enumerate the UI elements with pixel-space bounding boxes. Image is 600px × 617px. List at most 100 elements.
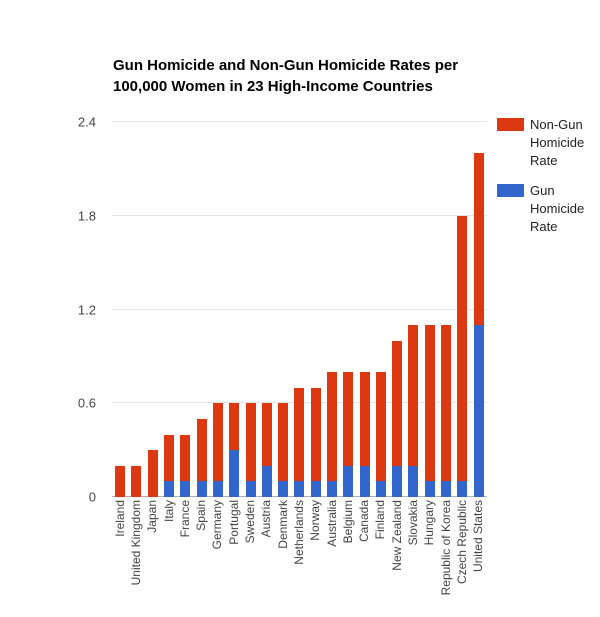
bar-column-new-zealand bbox=[389, 122, 405, 497]
x-axis-cell: Portugal bbox=[226, 500, 242, 614]
x-axis-cell: Canada bbox=[356, 500, 372, 614]
bar-segment-non-gun-homicide-rate-netherlands[interactable] bbox=[294, 387, 305, 482]
bar-segment-non-gun-homicide-rate-united-states[interactable] bbox=[473, 153, 484, 326]
bar-segment-non-gun-homicide-rate-france[interactable] bbox=[180, 434, 191, 482]
bar-segment-gun-homicide-rate-czech-republic[interactable] bbox=[457, 481, 468, 497]
bar-segment-gun-homicide-rate-finland[interactable] bbox=[375, 481, 386, 497]
bar-segment-gun-homicide-rate-norway[interactable] bbox=[310, 481, 321, 497]
bar-segment-gun-homicide-rate-republic-of-korea[interactable] bbox=[441, 481, 452, 497]
x-axis-label-spain: Spain bbox=[194, 500, 209, 531]
y-axis-tick-label: 2.4 bbox=[77, 114, 96, 130]
bar-column-spain bbox=[193, 122, 209, 497]
bar-column-united-kingdom bbox=[128, 122, 144, 497]
y-axis-tick-label: 0 bbox=[88, 489, 96, 505]
bar-segment-gun-homicide-rate-slovakia[interactable] bbox=[408, 465, 419, 497]
x-axis: Ireland United Kingdom Japan Italy France Spa… bbox=[112, 500, 487, 614]
bar-segment-non-gun-homicide-rate-slovakia[interactable] bbox=[408, 325, 419, 466]
bars-layer bbox=[112, 122, 487, 497]
x-axis-cell: France bbox=[177, 500, 193, 614]
bar-segment-non-gun-homicide-rate-belgium[interactable] bbox=[343, 372, 354, 466]
bar-segment-non-gun-homicide-rate-hungary[interactable] bbox=[424, 325, 435, 482]
x-axis-cell: Norway bbox=[308, 500, 324, 614]
bar-segment-gun-homicide-rate-australia[interactable] bbox=[327, 481, 337, 497]
bar-column-finland bbox=[373, 122, 389, 497]
bar-segment-gun-homicide-rate-austria[interactable] bbox=[261, 465, 272, 497]
x-axis-cell: Hungary bbox=[422, 500, 438, 614]
bar-column-slovakia bbox=[405, 122, 421, 497]
x-axis-label-slovakia: Slovakia bbox=[405, 500, 420, 546]
bar-segment-gun-homicide-rate-spain[interactable] bbox=[196, 481, 207, 497]
bar-segment-non-gun-homicide-rate-finland[interactable] bbox=[375, 372, 386, 482]
bar-segment-gun-homicide-rate-denmark[interactable] bbox=[278, 481, 289, 497]
bar-column-france bbox=[177, 122, 193, 497]
bar-segment-gun-homicide-rate-italy[interactable] bbox=[164, 481, 175, 497]
x-axis-label-canada: Canada bbox=[357, 500, 372, 543]
bar-segment-non-gun-homicide-rate-spain[interactable] bbox=[196, 418, 207, 482]
bar-column-italy bbox=[161, 122, 177, 497]
x-axis-cell: Belgium bbox=[340, 500, 356, 614]
bar-column-australia bbox=[324, 122, 340, 497]
x-axis-cell: Spain bbox=[193, 500, 209, 614]
x-axis-label-hungary: Hungary bbox=[422, 500, 437, 546]
bar-segment-non-gun-homicide-rate-italy[interactable] bbox=[164, 434, 175, 482]
x-axis-label-czech-republic: Czech Republic bbox=[454, 500, 469, 585]
x-axis-label-norway: Norway bbox=[308, 500, 323, 541]
x-axis-label-new-zealand: New Zealand bbox=[389, 500, 404, 571]
bar-segment-non-gun-homicide-rate-new-zealand[interactable] bbox=[392, 340, 403, 466]
bar-segment-gun-homicide-rate-germany[interactable] bbox=[212, 481, 223, 497]
plot-area bbox=[112, 121, 487, 497]
bar-segment-non-gun-homicide-rate-germany[interactable] bbox=[212, 403, 223, 482]
bar-column-portugal bbox=[226, 122, 242, 497]
x-axis-label-germany: Germany bbox=[210, 500, 225, 550]
bar-segment-non-gun-homicide-rate-united-kingdom[interactable] bbox=[131, 465, 142, 497]
y-axis-tick-label: 0.6 bbox=[77, 395, 96, 411]
x-axis-cell: Republic of Korea bbox=[438, 500, 454, 614]
bar-segment-gun-homicide-rate-canada[interactable] bbox=[359, 465, 370, 497]
x-axis-label-italy: Italy bbox=[161, 500, 176, 523]
bar-segment-gun-homicide-rate-united-states[interactable] bbox=[473, 325, 484, 497]
bar-segment-non-gun-homicide-rate-republic-of-korea[interactable] bbox=[441, 325, 452, 482]
x-axis-cell: Germany bbox=[210, 500, 226, 614]
legend-label: Gun Homicide Rate bbox=[530, 183, 585, 234]
bar-segment-non-gun-homicide-rate-denmark[interactable] bbox=[278, 403, 289, 482]
x-axis-cell: Czech Republic bbox=[454, 500, 470, 614]
x-axis-label-netherlands: Netherlands bbox=[291, 500, 306, 565]
bar-column-norway bbox=[308, 122, 324, 497]
bar-column-sweden bbox=[242, 122, 258, 497]
bar-segment-gun-homicide-rate-hungary[interactable] bbox=[424, 481, 435, 497]
gridline bbox=[112, 308, 487, 310]
x-axis-label-finland: Finland bbox=[373, 500, 388, 540]
bar-segment-non-gun-homicide-rate-japan[interactable] bbox=[147, 450, 158, 497]
x-axis-label-united-kingdom: United Kingdom bbox=[128, 500, 143, 586]
bar-segment-non-gun-homicide-rate-ireland[interactable] bbox=[115, 465, 126, 497]
bar-segment-non-gun-homicide-rate-czech-republic[interactable] bbox=[457, 215, 468, 482]
legend-swatch-gun-homicide-rate bbox=[497, 184, 524, 197]
bar-segment-non-gun-homicide-rate-portugal[interactable] bbox=[229, 403, 240, 451]
x-axis-label-united-states: United States bbox=[471, 500, 486, 573]
bar-column-ireland bbox=[112, 122, 128, 497]
bar-segment-non-gun-homicide-rate-canada[interactable] bbox=[359, 372, 370, 466]
bar-segment-gun-homicide-rate-netherlands[interactable] bbox=[294, 481, 305, 497]
y-axis-tick-label: 1.2 bbox=[77, 302, 96, 317]
x-axis-cell: United States bbox=[471, 500, 487, 614]
x-axis-cell: Australia bbox=[324, 500, 340, 614]
bar-segment-non-gun-homicide-rate-sweden[interactable] bbox=[245, 403, 256, 482]
x-axis-cell: Denmark bbox=[275, 500, 291, 614]
bar-column-denmark bbox=[275, 122, 291, 497]
bar-column-austria bbox=[259, 122, 275, 497]
bar-segment-gun-homicide-rate-france[interactable] bbox=[180, 481, 191, 497]
bar-segment-gun-homicide-rate-portugal[interactable] bbox=[229, 450, 240, 497]
bar-segment-non-gun-homicide-rate-norway[interactable] bbox=[310, 387, 321, 482]
x-axis-label-australia: Australia bbox=[324, 500, 339, 547]
legend: Non-Gun Homicide Rate Gun Homicide Rate bbox=[497, 116, 592, 236]
bar-column-united-states bbox=[471, 122, 487, 497]
bar-segment-non-gun-homicide-rate-austria[interactable] bbox=[261, 403, 272, 466]
bar-segment-gun-homicide-rate-sweden[interactable] bbox=[245, 481, 256, 497]
x-axis-cell: Austria bbox=[259, 500, 275, 614]
x-axis-cell: Ireland bbox=[112, 500, 128, 614]
bar-segment-non-gun-homicide-rate-australia[interactable] bbox=[327, 372, 337, 482]
bar-segment-gun-homicide-rate-belgium[interactable] bbox=[343, 465, 354, 497]
bar-segment-gun-homicide-rate-new-zealand[interactable] bbox=[392, 465, 403, 497]
x-axis-label-sweden: Sweden bbox=[243, 500, 258, 544]
